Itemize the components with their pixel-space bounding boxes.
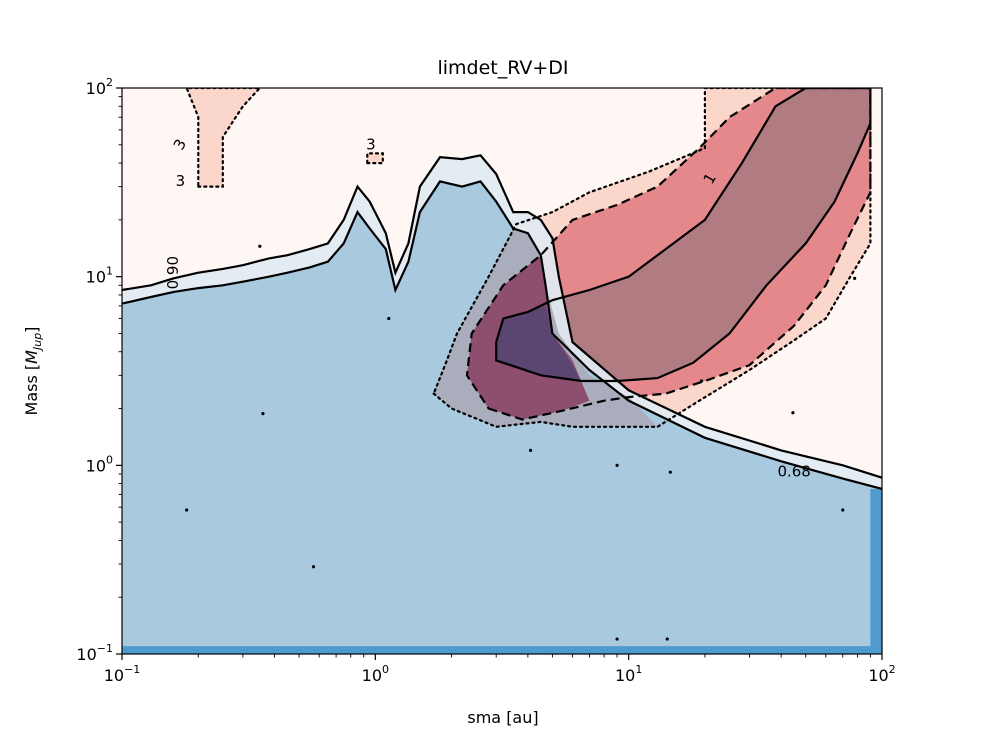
contour-label-3: 3 (176, 172, 186, 190)
axis-ticks: 10−1 100 101 102 10−1 100 101 102 (76, 76, 895, 685)
posterior-1sigma-region (496, 88, 871, 381)
scatter-point-10 (791, 411, 795, 415)
scatter-point-5 (615, 463, 619, 467)
scatter-point-11 (841, 508, 845, 512)
x-tick-label-0: 10−1 (104, 663, 141, 685)
scatter-point-7 (615, 637, 619, 641)
contour-label-0: 0.90 (164, 256, 182, 289)
lowmass-1sigma-region (496, 305, 582, 381)
scatter-point-6 (668, 470, 672, 474)
y-tick-label-0: 10−1 (76, 642, 113, 664)
x-tick-label-1: 100 (362, 663, 389, 685)
y-axis-label: Mass [MJup] (22, 327, 44, 416)
x-axis-label: sma [au] (467, 708, 538, 727)
contour-label-4: 3 (366, 135, 376, 153)
detection-limit-90-line (122, 154, 882, 479)
y-tick-label-1: 100 (86, 453, 113, 475)
posterior-1sigma-contour (495, 88, 872, 383)
scatter-point-4 (528, 448, 533, 452)
y-tick-label-2: 101 (86, 265, 113, 287)
scatter-point-1 (185, 508, 189, 512)
contour-label-1: 0.68 (777, 463, 810, 481)
isolated-3sigma-region-0 (186, 88, 260, 187)
chart-title: limdet_RV+DI (437, 57, 568, 79)
isolated-3sigma-region-1 (367, 153, 383, 164)
detection-right-strip (870, 488, 882, 654)
scatter-point-0 (261, 412, 265, 416)
detection-limit-68-line (122, 180, 882, 490)
detection-bottom-strip (122, 646, 882, 654)
scatter-point-9 (699, 379, 704, 383)
scatter-point-8 (665, 637, 669, 641)
x-tick-label-3: 102 (868, 663, 895, 685)
scatter-point-13 (258, 244, 262, 248)
plot-area (122, 88, 882, 654)
y-tick-label-3: 102 (86, 76, 113, 98)
isolated-3sigma-contour-0 (185, 88, 262, 188)
scatter-point-2 (311, 565, 316, 569)
isolated-3sigma-contour-1 (366, 152, 384, 165)
scatter-point-12 (853, 276, 857, 280)
plot-frame (121, 87, 883, 655)
posterior-3sigma-contour (432, 88, 872, 428)
x-tick-label-2: 101 (615, 663, 642, 685)
scatter-point-3 (387, 316, 391, 321)
